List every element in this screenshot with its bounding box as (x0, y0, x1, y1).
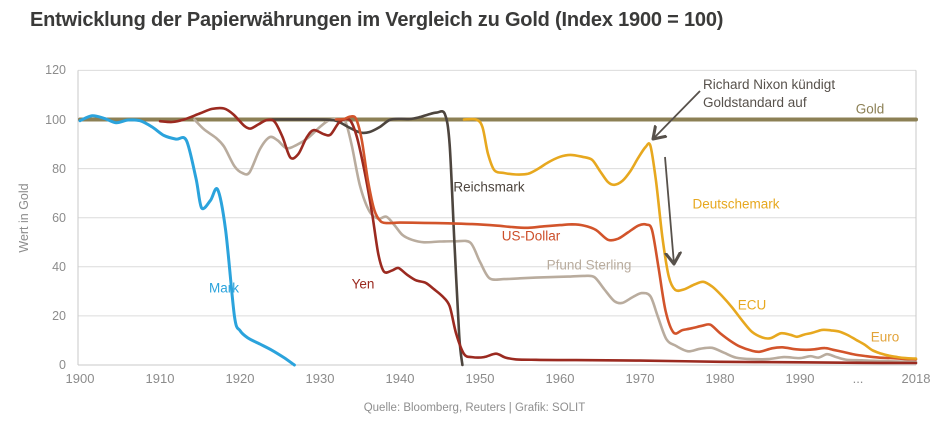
x-tick-label-1930: 1930 (305, 371, 335, 386)
x-tick-label-1980: 1980 (705, 371, 735, 386)
y-tick-label-60: 60 (52, 210, 66, 225)
series-line-mark (78, 114, 296, 367)
x-tick-label-1990: 1990 (785, 371, 815, 386)
series-line-usdollar (334, 115, 918, 361)
nixon-annotation-line1: Richard Nixon kündigt (703, 77, 836, 92)
x-tick-label-1950: 1950 (465, 371, 495, 386)
nixon-annotation: Richard Nixon kündigt Goldstandard auf (703, 76, 835, 112)
series-line-pfund (193, 117, 918, 364)
series-label-yen: Yen (351, 276, 375, 292)
y-tick-label-120: 120 (45, 63, 66, 78)
series-label-us-dollar: US-Dollar (501, 228, 561, 244)
y-tick-label-100: 100 (45, 112, 66, 127)
source-caption: Quelle: Bloomberg, Reuters | Grafik: SOL… (363, 402, 586, 414)
x-tick-label-1920: 1920 (225, 371, 255, 386)
series-label-mark: Mark (209, 280, 239, 296)
annotation-arrows (653, 90, 701, 264)
x-tick-label-1900: 1900 (65, 371, 95, 386)
series-label-deutschemark: Deutschemark (692, 196, 780, 212)
series-label-pfund-sterling: Pfund Sterling (546, 257, 632, 273)
x-tick-label-dotdotdot: ... (852, 371, 864, 386)
x-tick-label-1970: 1970 (625, 371, 655, 386)
series-line-yen (158, 106, 918, 365)
y-tick-label-40: 40 (52, 259, 66, 274)
x-tick-label-2018: 2018 (901, 371, 931, 386)
nixon-arrow-2 (664, 156, 674, 264)
x-tick-label-1910: 1910 (145, 371, 175, 386)
x-tick-label-1960: 1960 (545, 371, 575, 386)
x-tick-label-1940: 1940 (385, 371, 415, 386)
series-label-gold: Gold (855, 101, 885, 117)
series-label-ecu: ECU (737, 297, 767, 313)
chart-title: Entwicklung der Papierwährungen im Vergl… (30, 9, 724, 31)
y-tick-label-20: 20 (52, 308, 66, 323)
y-tick-label-80: 80 (52, 161, 66, 176)
gridlines (77, 69, 917, 366)
series-line-dm_ecu_euro (462, 117, 918, 360)
nixon-annotation-line2: Goldstandard auf (703, 95, 807, 110)
nixon-arrow-1 (653, 90, 701, 139)
y-tick-label-0: 0 (59, 358, 66, 372)
series-label-euro: Euro (870, 329, 900, 345)
series-line-reichsmark (270, 110, 464, 367)
series-label-reichsmark: Reichsmark (453, 179, 525, 195)
series-lines (78, 106, 918, 367)
